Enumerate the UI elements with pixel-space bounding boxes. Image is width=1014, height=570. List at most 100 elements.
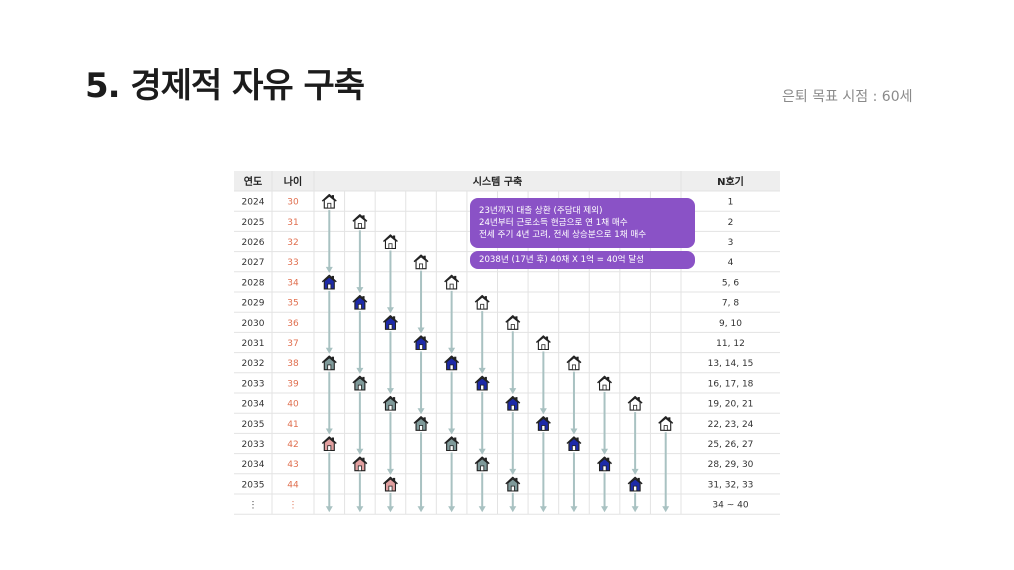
house-door [571, 445, 576, 451]
cell-unit-count: 19, 20, 21 [708, 400, 754, 410]
house-icon [627, 476, 643, 492]
flow-arrow-head [509, 468, 517, 475]
cell-unit-count: 7, 8 [722, 299, 739, 309]
house-chimney [331, 356, 334, 361]
flow-arrow-head [478, 367, 486, 374]
house-chimney [545, 417, 549, 422]
house-door [388, 324, 393, 330]
house-chimney [423, 417, 426, 422]
cell-year: 2035 [242, 480, 265, 490]
cell-age: 34 [287, 278, 299, 288]
house-icon [321, 274, 337, 290]
cell-unit-count: 1 [728, 198, 734, 208]
cell-year: 2026 [242, 238, 265, 248]
house-icon [535, 416, 551, 431]
house-body [384, 397, 397, 411]
header-age: 나이 [284, 175, 302, 188]
plan-note-line-1: 23년까지 대출 상환 (주담대 제외) [479, 206, 603, 216]
house-body [323, 437, 335, 452]
cell-age: 38 [287, 359, 299, 369]
house-door [388, 485, 393, 492]
house-icon [566, 436, 582, 452]
house-chimney [454, 275, 457, 280]
house-door [633, 485, 638, 492]
cell-year: 2025 [242, 218, 265, 228]
cell-age: 44 [287, 480, 299, 490]
flow-arrow-head [417, 327, 425, 334]
house-door [357, 303, 362, 310]
house-icon [658, 416, 674, 431]
flow-arrow-head [356, 506, 364, 513]
cell-unit-count: 9, 10 [719, 319, 742, 329]
house-body [384, 316, 397, 330]
cell-year: 2034 [242, 460, 265, 470]
flow-arrow-head [448, 506, 456, 513]
flow-arrow-head [539, 408, 547, 415]
house-icon [505, 476, 521, 492]
house-door [419, 344, 424, 350]
house-chimney [515, 316, 518, 321]
flow-arrow-head [325, 266, 333, 273]
house-chimney [515, 477, 518, 482]
system-table: 연도 나이 시스템 구축 N호기 2024 30 1 2025 31 2 2026 32 3 2027 33… [234, 171, 780, 515]
house-icon [597, 456, 613, 472]
cell-year: 2029 [242, 299, 265, 309]
cell-unit-count: 13, 14, 15 [708, 359, 754, 369]
house-icon [382, 395, 398, 411]
house-icon [352, 375, 368, 391]
house-door [602, 465, 607, 472]
house-icon [382, 234, 398, 250]
house-body [568, 356, 580, 371]
cell-year: 2030 [242, 319, 265, 329]
house-door [357, 223, 362, 229]
flow-arrow-head [325, 506, 333, 513]
house-body [507, 316, 519, 330]
goal-note: 2038년 (17년 후) 40채 X 1억 = 40억 달성 [470, 251, 695, 269]
house-body [354, 457, 366, 472]
flow-arrow-head [662, 506, 670, 513]
flow-arrow-head [601, 448, 609, 455]
house-door [510, 485, 515, 492]
flow-arrow-head [509, 388, 517, 395]
house-icon [444, 274, 460, 290]
house-chimney [362, 457, 365, 462]
cell-year: 2024 [242, 198, 265, 208]
house-body [384, 478, 397, 492]
house-door [388, 243, 393, 249]
flow-arrow-head [325, 347, 333, 354]
cell-unit-count: 16, 17, 18 [708, 379, 754, 389]
flow-arrow-head [356, 448, 364, 455]
cell-unit-count: 3 [728, 238, 734, 248]
house-icon [597, 375, 613, 391]
cell-year: 2034 [242, 400, 265, 410]
cell-age: 39 [287, 379, 299, 389]
house-chimney [392, 397, 396, 402]
house-icon [413, 416, 429, 431]
house-body [446, 276, 458, 290]
house-chimney [423, 255, 426, 260]
house-door [327, 283, 332, 290]
house-icon [566, 355, 582, 371]
cell-age: 41 [287, 420, 298, 430]
house-icon [535, 335, 551, 351]
cell-age: 32 [287, 238, 298, 248]
house-door [327, 364, 332, 371]
cell-year: 2033 [242, 379, 265, 389]
flow-arrow-head [417, 506, 425, 513]
house-door [327, 202, 332, 209]
house-body [323, 356, 335, 371]
house-icon [413, 254, 429, 270]
house-door [480, 384, 485, 391]
cell-year: 2033 [242, 440, 265, 450]
house-door [327, 445, 332, 451]
plan-note-line-3: 전세 주기 4년 고려, 전세 상승분으로 1채 매수 [479, 230, 647, 240]
house-body [507, 397, 519, 411]
house-door [357, 384, 362, 391]
house-door [633, 404, 638, 411]
house-body [384, 235, 397, 250]
house-chimney [607, 376, 610, 381]
plan-note-line-2: 24년부터 근로소득 현금으로 연 1채 매수 [479, 218, 628, 228]
house-chimney [607, 457, 610, 462]
cell-year: 2031 [242, 339, 265, 349]
house-chimney [637, 397, 640, 402]
